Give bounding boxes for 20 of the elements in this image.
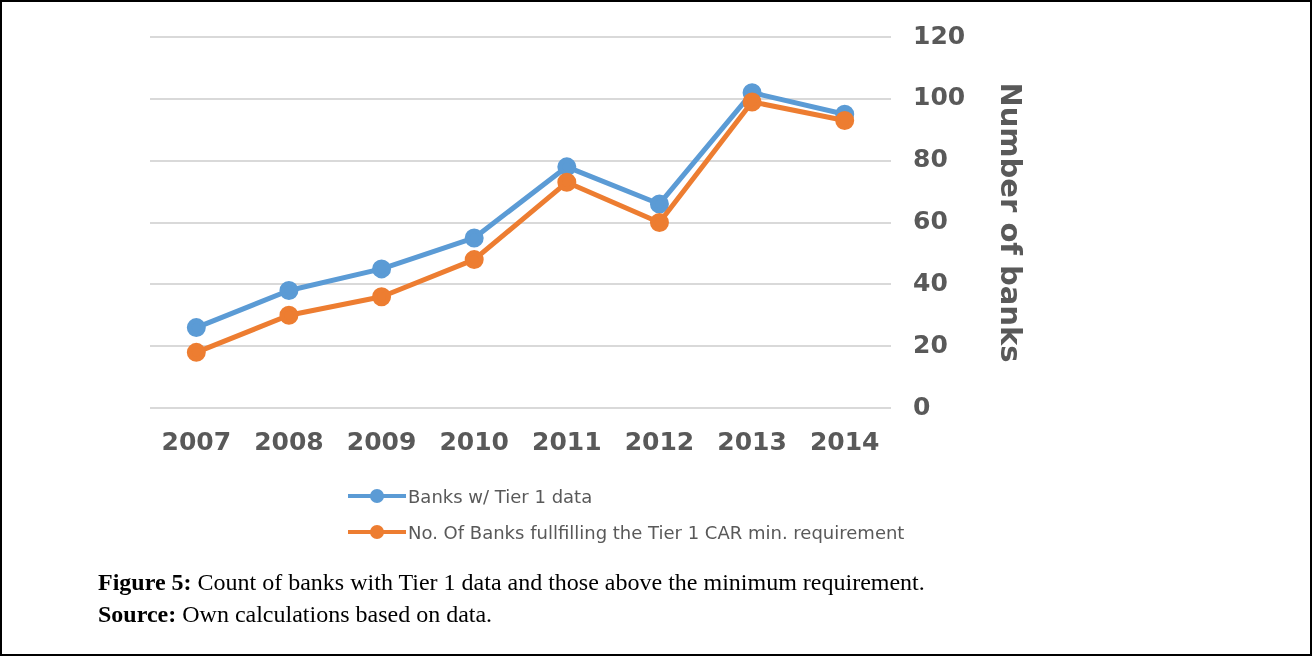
source-note: Source: Own calculations based on data. xyxy=(98,600,494,629)
y-tick-label: 100 xyxy=(913,82,966,112)
y-tick-label: 120 xyxy=(913,20,966,50)
y-tick-label: 80 xyxy=(913,144,948,174)
y-tick-label: 40 xyxy=(913,267,948,297)
legend-label: No. Of Banks fullfilling the Tier 1 CAR min. requirement xyxy=(408,521,905,543)
y-axis-title: Number of banks xyxy=(994,82,1029,363)
x-tick-label: 2011 xyxy=(532,426,602,456)
x-tick-label: 2014 xyxy=(809,426,880,456)
x-tick-label: 2013 xyxy=(717,426,787,456)
x-tick-label: 2007 xyxy=(161,426,232,456)
y-tick-label: 0 xyxy=(913,391,931,421)
x-tick-label: 2010 xyxy=(439,426,509,456)
legend-label: Banks w/ Tier 1 data xyxy=(408,485,593,507)
y-tick-label: 20 xyxy=(913,329,948,359)
x-tick-label: 2008 xyxy=(254,426,324,456)
caption: Figure 5: Count of banks with Tier 1 data and those above the minimum requirement. xyxy=(98,568,925,597)
y-tick-label: 60 xyxy=(913,206,948,235)
x-tick-label: 2009 xyxy=(346,426,417,456)
x-tick-label: 2012 xyxy=(624,426,695,456)
